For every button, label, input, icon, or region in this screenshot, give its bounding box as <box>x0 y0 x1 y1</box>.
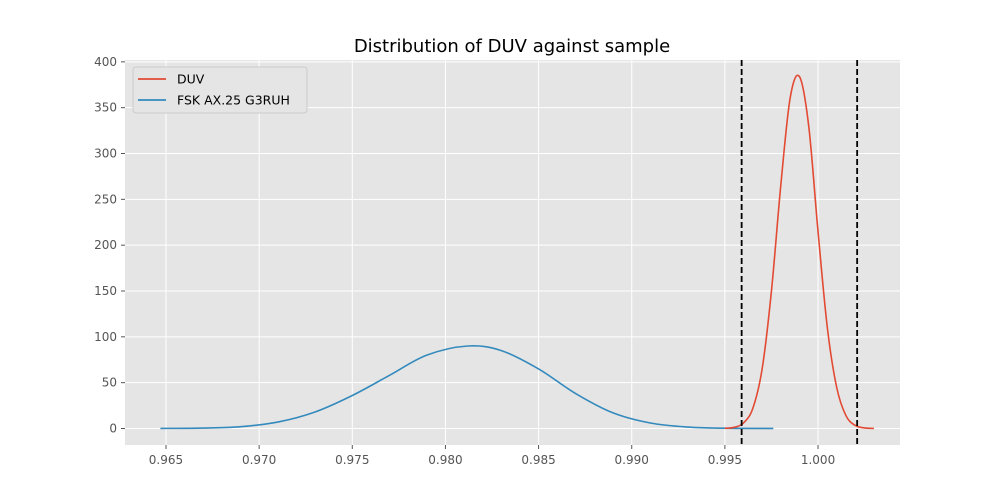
grid <box>125 60 900 445</box>
series-line-fsk <box>160 345 774 430</box>
y-tick-label: 200 <box>94 238 117 252</box>
y-tick-label: 250 <box>94 192 117 206</box>
y-tick-label: 50 <box>102 376 117 390</box>
plot-area <box>125 60 900 445</box>
x-tick-label: 0.985 <box>521 453 555 467</box>
chart-title: Distribution of DUV against sample <box>354 36 670 57</box>
y-tick-label: 400 <box>94 55 117 69</box>
series <box>160 74 874 430</box>
x-tick-label: 0.990 <box>615 453 649 467</box>
x-tick-label: 0.980 <box>428 453 462 467</box>
series-line-duv <box>724 74 874 430</box>
x-tick-label: 1.000 <box>801 453 835 467</box>
y-tick-label: 100 <box>94 330 117 344</box>
axis-ticks: 0.965 0.970 0.975 0.980 0.985 0.990 0.995 1.000… <box>94 55 835 467</box>
legend-box <box>132 66 308 114</box>
legend-label-duv: DUV <box>177 72 205 87</box>
y-tick-label: 150 <box>94 284 117 298</box>
y-tick-label: 0 <box>109 422 117 436</box>
x-tick-label: 0.970 <box>242 453 276 467</box>
reference-lines <box>740 60 859 445</box>
y-tick-label: 300 <box>94 147 117 161</box>
x-tick-label: 0.995 <box>708 453 742 467</box>
legend-label-fsk: FSK AX.25 G3RUH <box>177 93 290 108</box>
legend: DUV FSK AX.25 G3RUH <box>132 66 308 114</box>
y-tick-label: 350 <box>94 101 117 115</box>
x-tick-label: 0.975 <box>335 453 369 467</box>
x-tick-label: 0.965 <box>149 453 183 467</box>
